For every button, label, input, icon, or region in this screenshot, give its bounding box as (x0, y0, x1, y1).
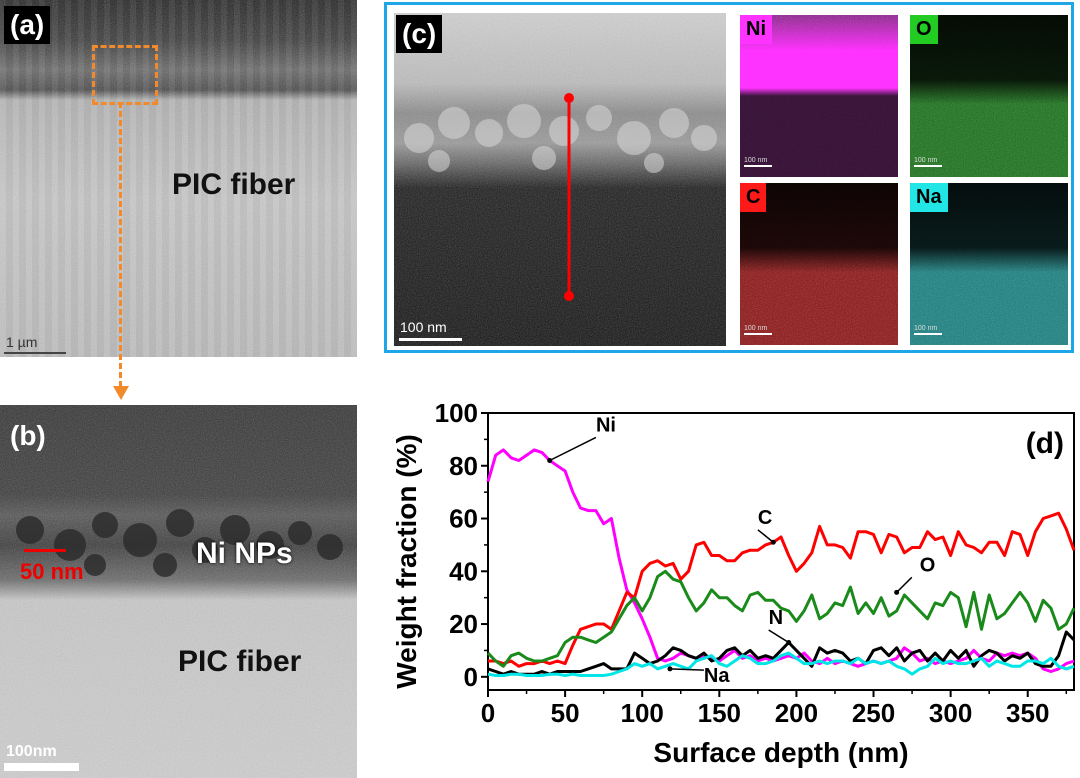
panel-a-fiber-label: PIC fiber (172, 168, 296, 201)
x-tick-label: 300 (929, 698, 972, 728)
eds-map-ni: Ni 100 nm (740, 15, 898, 177)
line-scan-start (564, 93, 574, 103)
panel-c-scale-text: 100 nm (400, 319, 447, 335)
annotation-arrowhead-o (894, 589, 900, 595)
zoom-arrow-line (119, 102, 122, 387)
y-axis-label: Weight fraction (%) (391, 434, 422, 689)
x-tick-label: 100 (621, 698, 664, 728)
x-tick-label: 350 (1006, 698, 1049, 728)
np-size-bar (24, 549, 66, 552)
annotation-arrow-c (757, 529, 774, 543)
panel-a-label: (a) (4, 6, 51, 44)
x-tick-label: 0 (481, 698, 495, 728)
annotation-label-c: C (758, 507, 772, 529)
annotation-arrowhead-na (667, 666, 673, 672)
y-tick-label: 60 (449, 504, 478, 534)
series-line-n (487, 630, 1076, 676)
annotation-arrowhead-ni (547, 457, 553, 463)
annotation-label-n: N (769, 607, 783, 629)
panel-b-label: (b) (10, 420, 46, 451)
annotation-arrow-n (768, 629, 790, 644)
eds-map-scale-text: 100 nm (914, 157, 938, 164)
panel-b-image: (b) Ni NPs 50 nm PIC fiber 100nm (0, 405, 357, 778)
eds-map-scale-text: 100 nm (744, 325, 768, 332)
x-tick-label: 150 (698, 698, 741, 728)
y-tick-label: 100 (435, 398, 478, 428)
panel-c-image: (c) 100 nm (394, 13, 726, 346)
panel-b-scale-text: 100nm (6, 743, 57, 760)
zoom-arrow-head (113, 386, 129, 400)
annotation-label-ni: Ni (596, 414, 616, 436)
series-line-o (486, 569, 1076, 668)
panel-b-scale-bar (4, 763, 79, 771)
panel-c-frame (384, 2, 1074, 353)
line-chart: 0 50 100 150 200 250 300 350 0 20 40 60 80 100 Surface… (391, 398, 1076, 768)
y-tick-label: 0 (464, 662, 478, 692)
panel-d-label: (d) (1026, 427, 1064, 460)
zoom-region-box (92, 45, 158, 105)
eds-map-scale-text: 100 nm (914, 325, 938, 332)
x-tick-label: 250 (852, 698, 895, 728)
annotation-arrowhead-n (786, 640, 792, 646)
annotation-label-na: Na (704, 665, 730, 687)
plot-frame (487, 412, 1075, 691)
eds-map-label: Ni (740, 15, 772, 44)
panel-b-np-label: Ni NPs (196, 537, 293, 570)
eds-map-scale-bar (744, 165, 772, 167)
series-line-ni (486, 448, 1075, 673)
annotation-arrow-o (896, 576, 913, 593)
eds-map-label: O (910, 15, 938, 44)
panel-c-scale-bar (399, 338, 462, 341)
x-tick-label: 50 (551, 698, 580, 728)
panel-c-label: (c) (396, 15, 443, 53)
eds-map-scale-bar (914, 333, 942, 335)
series-line-na (487, 651, 1075, 677)
annotation-label-o: O (920, 554, 936, 576)
eds-map-o: O 100 nm (910, 15, 1068, 177)
eds-map-na: Na 100 nm (910, 183, 1068, 345)
eds-map-scale-bar (914, 165, 942, 167)
y-tick-label: 20 (449, 609, 478, 639)
panel-b-np-size: 50 nm (20, 559, 84, 584)
eds-map-c: C 100 nm (740, 183, 898, 345)
y-tick-label: 40 (449, 556, 478, 586)
x-tick-label: 200 (775, 698, 818, 728)
panel-a-image: (a) PIC fiber 1 µm (0, 0, 357, 357)
annotation-arrowhead-c (770, 539, 776, 545)
eds-map-scale-text: 100 nm (744, 157, 768, 164)
x-axis-label: Surface depth (nm) (653, 737, 908, 768)
eds-map-label: C (740, 183, 767, 212)
y-tick-label: 80 (449, 451, 478, 481)
series-line-c (488, 511, 1076, 668)
annotation-arrow-ni (549, 436, 597, 462)
line-scan-end (564, 291, 574, 301)
panel-a-scale-text: 1 µm (6, 334, 38, 350)
annotation-arrow-na (669, 668, 704, 671)
eds-map-label: Na (910, 183, 948, 212)
eds-map-scale-bar (744, 333, 772, 335)
panel-b-fiber-label: PIC fiber (178, 645, 302, 678)
panel-a-scale-bar (4, 352, 66, 354)
